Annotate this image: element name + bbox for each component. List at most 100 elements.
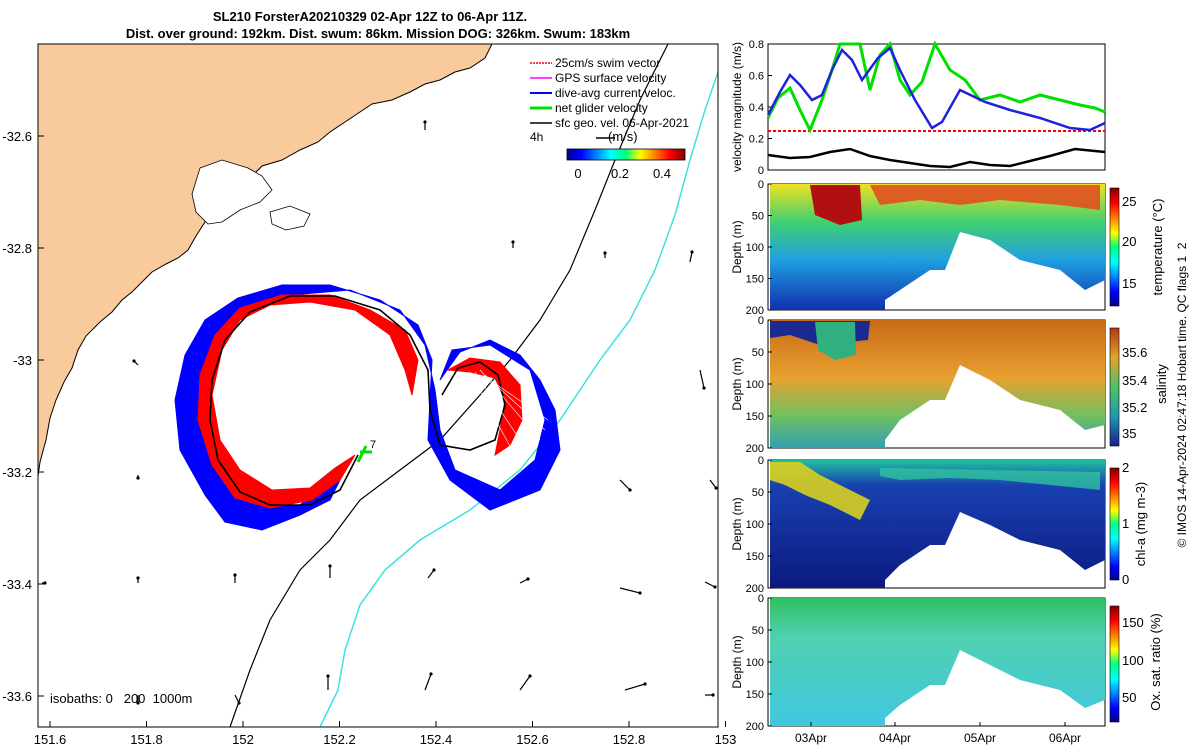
map-y-tick-label: -33 (13, 353, 32, 368)
chla-y-tick-label: 50 (752, 487, 764, 499)
oxygen-field (770, 598, 1105, 726)
temperature-warm-core (810, 185, 862, 225)
geo-vector-head (711, 693, 715, 697)
chla-panel: 0 50 100 150 200 Depth (m) 0 1 2 chl-a (mg m… (730, 455, 1148, 595)
temperature-cbar-tick-1: 20 (1122, 234, 1136, 249)
salinity-cbar-tick-2: 35.4 (1122, 373, 1147, 388)
net-velocity-marker (356, 445, 372, 463)
geo-velocity-series (767, 147, 1106, 169)
temperature-y-axis: 0 50 100 150 200 (746, 179, 772, 317)
geo-vector-head (429, 672, 433, 676)
velocity-panel: 0 0.2 0.4 0.6 0.8 velocity magnitude (m/s) (730, 39, 1106, 177)
velocity-plot-area (767, 43, 1106, 171)
time-x-tick-label: 06Apr (1049, 731, 1081, 745)
geo-vector-head (702, 386, 706, 390)
scale-label: 4h (530, 130, 543, 144)
temperature-colorbar (1109, 187, 1120, 307)
map-x-tick-label: 152.8 (613, 732, 646, 747)
geo-vector-head (233, 573, 237, 577)
geo-vector-head (326, 674, 330, 678)
oxygen-panel: 0 50 100 150 200 Depth (m) 50 100 150 Ox. sa… (730, 593, 1163, 733)
geo-vector (704, 581, 716, 588)
chla-y-tick-label: 0 (758, 455, 764, 467)
oxygen-y-axis: 0 50 100 150 200 (746, 593, 772, 733)
time-x-tick-label: 03Apr (795, 731, 827, 745)
geo-vector-head (528, 674, 532, 678)
velocity-y-tick-label: 0 (758, 165, 764, 177)
geo-vector (427, 569, 435, 579)
velocity-y-tick-label: 0.8 (749, 39, 764, 51)
temperature-y-tick-label: 100 (746, 242, 764, 254)
temperature-y-tick-label: 200 (746, 305, 764, 317)
swim-vector-inner-loop (446, 357, 523, 457)
chla-subsurface (880, 468, 1100, 490)
velocity-ylabel: velocity magnitude (m/s) (730, 42, 744, 172)
geo-vector-head (136, 701, 140, 705)
isobaths-label: isobaths: 0 200 1000m (50, 691, 192, 706)
temperature-warm-surface (870, 185, 1100, 210)
map-colorbar-tick-2: 0.4 (653, 166, 671, 181)
salinity-cbar-tick-3: 35.6 (1122, 345, 1147, 360)
legend-current-label: dive-avg current veloc. (555, 86, 676, 100)
temperature-ylabel: Depth (m) (730, 220, 744, 273)
chla-cbar-tick-1: 1 (1122, 516, 1129, 531)
temperature-panel: 0 50 100 150 200 Depth (m) 15 20 25 temperat… (730, 179, 1165, 317)
oxygen-cbar-label: Ox. sat. ratio (%) (1148, 613, 1163, 711)
chla-y-axis: 0 50 100 150 200 (746, 455, 772, 595)
geo-vector (699, 369, 705, 389)
colorbar-title: (m/s) (608, 129, 638, 144)
lake (191, 159, 273, 225)
chla-colorbar (1109, 467, 1120, 581)
geo-vector (709, 479, 717, 489)
map-y-tick-label: -33.4 (2, 577, 32, 592)
map-legend: 25cm/s swim vector GPS surface velocity … (530, 56, 689, 181)
salinity-cbar-tick-0: 35 (1122, 426, 1136, 441)
footer-credit: © IMOS 14-Apr-2024 02:47:18 Hobart time.… (1175, 242, 1189, 547)
temperature-cbar-tick-2: 25 (1122, 194, 1136, 209)
net-velocity-series (766, 40, 1106, 134)
geo-vector-head (638, 591, 642, 595)
oxygen-y-tick-label: 0 (758, 593, 764, 605)
map-y-tick-label: -32.6 (2, 129, 32, 144)
map-y-tick-label: -33.2 (2, 465, 32, 480)
geo-vector (424, 673, 432, 691)
oxygen-y-tick-label: 50 (752, 625, 764, 637)
temperature-y-tick-label: 0 (758, 179, 764, 191)
title-line-2: Dist. over ground: 192km. Dist. swum: 86… (126, 26, 630, 41)
velocity-y-tick-label: 0.2 (749, 134, 764, 146)
map-x-axis: 151.6 151.8 152 152.2 152.4 152.6 152.8 153 (34, 721, 737, 747)
current-velocity-series (766, 45, 1106, 132)
salinity-y-tick-label: 50 (752, 347, 764, 359)
temperature-cbar-label: temperature (°C) (1150, 199, 1165, 296)
geo-vector-head (43, 581, 47, 585)
velocity-y-axis: 0 0.2 0.4 0.6 0.8 (749, 39, 772, 177)
time-x-tick-label: 04Apr (879, 731, 911, 745)
velocity-y-tick-label: 0.6 (749, 71, 764, 83)
chla-cbar-label: chl-a (mg m-3) (1133, 482, 1148, 567)
oxygen-cbar-tick-2: 150 (1122, 615, 1144, 630)
salinity-y-tick-label: 150 (746, 411, 764, 423)
isobath-200m (229, 44, 669, 727)
point-label: 7 (370, 439, 376, 451)
salinity-cbar-tick-1: 35.2 (1122, 400, 1147, 415)
temperature-cbar-tick-0: 15 (1122, 276, 1136, 291)
legend-swim-label: 25cm/s swim vector (555, 56, 660, 70)
salinity-cbar-label: salinity (1154, 364, 1169, 404)
chla-y-tick-label: 200 (746, 583, 764, 595)
oxygen-y-tick-label: 200 (746, 721, 764, 733)
time-x-tick-label: 05Apr (964, 731, 996, 745)
geo-vector-head (136, 576, 140, 580)
glider-track (174, 284, 561, 531)
oxygen-cbar-tick-0: 50 (1122, 690, 1136, 705)
geo-vector-head (136, 476, 140, 480)
oxygen-ylabel: Depth (m) (730, 635, 744, 688)
map-x-tick-label: 153 (715, 732, 737, 747)
oxygen-cbar-tick-1: 100 (1122, 653, 1144, 668)
salinity-colorbar (1109, 327, 1120, 447)
map-colorbar-tick-0: 0 (574, 166, 581, 181)
estuary (269, 205, 311, 231)
geo-vector-head (526, 577, 530, 581)
legend-geo-label: sfc geo. vel. 06-Apr-2021 (555, 116, 689, 130)
title-line-1: SL210 ForsterA20210329 02-Apr 12Z to 06-… (213, 9, 527, 24)
